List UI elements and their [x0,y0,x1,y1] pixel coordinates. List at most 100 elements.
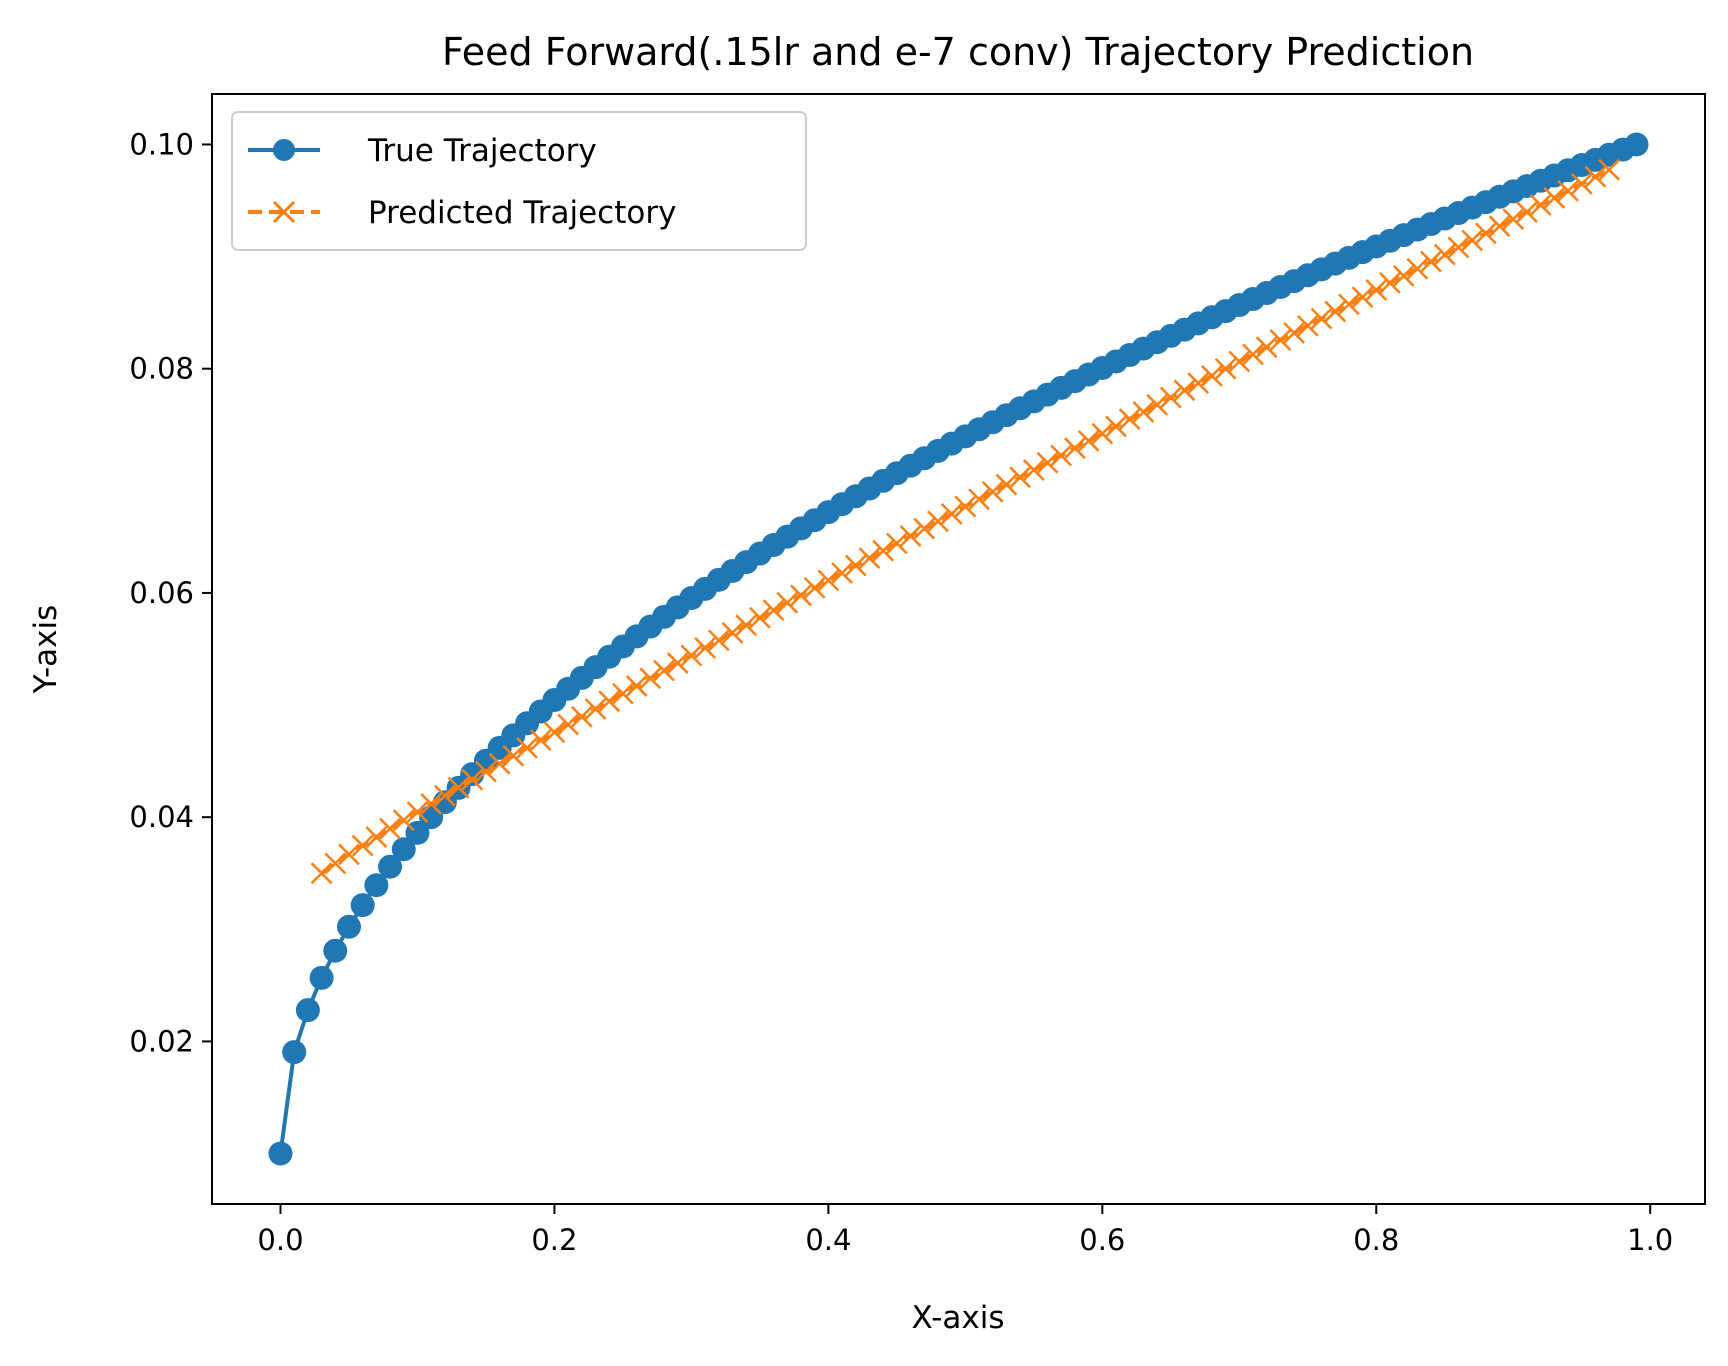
predicted-trajectory-point [379,817,401,840]
true-trajectory-point [323,938,348,963]
predicted-trajectory-point [735,614,758,637]
predicted-trajectory-point [1255,336,1278,359]
predicted-trajectory-point [653,659,675,682]
predicted-trajectory-point [1036,451,1059,474]
predicted-trajectory-point [954,495,977,518]
true-trajectory-point [364,873,389,898]
predicted-trajectory-point [502,744,525,767]
predicted-trajectory-point [557,713,580,736]
predicted-trajectory-line [320,167,1611,875]
predicted-trajectory-point [1557,180,1579,202]
plot-frame [211,93,1706,1205]
predicted-trajectory-point [1310,307,1333,330]
predicted-trajectory-point [570,705,593,728]
series-predicted-trajectory [310,158,1621,885]
predicted-trajectory-point [351,834,374,857]
predicted-trajectory-point [749,606,771,629]
y-tick-label: 0.04 [129,800,194,834]
x-axis-label: X-axis [912,1300,1005,1336]
predicted-trajectory-point [1242,343,1264,366]
predicted-trajectory-point [625,675,648,697]
predicted-trajectory-point [1159,386,1182,409]
predicted-trajectory-point [1433,243,1456,266]
true-trajectory-point [378,854,403,879]
true-trajectory-point [336,914,361,939]
predicted-trajectory-point [365,826,388,848]
predicted-trajectory-point [1379,272,1401,294]
predicted-trajectory-point [598,690,621,713]
predicted-trajectory-point [324,852,347,875]
predicted-trajectory-point [694,637,716,659]
true-trajectory-point [295,998,320,1023]
true-trajectory-point [282,1040,307,1065]
predicted-trajectory-point [844,554,867,577]
predicted-trajectory-point [885,532,908,555]
predicted-trajectory-point [762,599,785,622]
predicted-trajectory-point [1543,187,1566,209]
predicted-trajectory-point [1228,350,1251,373]
predicted-trajectory-point [1269,329,1292,351]
predicted-trajectory-point [639,667,662,690]
predicted-trajectory-point [420,792,443,815]
predicted-trajectory-point [1598,158,1621,181]
predicted-trajectory-point [899,525,922,547]
x-tick-label: 1.0 [1627,1223,1673,1257]
legend-marker-true [273,139,295,161]
y-axis-label: Y-axis [28,605,64,695]
predicted-trajectory-point [666,652,689,674]
predicted-trajectory-point [1201,365,1223,387]
predicted-trajectory-point [1516,201,1538,223]
y-tick-label: 0.10 [129,127,194,161]
predicted-trajectory-point [1570,172,1593,195]
series-true-trajectory [268,132,1649,1166]
y-axis: 0.02 0.04 0.06 0.08 0.10 [129,127,212,1058]
predicted-trajectory-point [488,752,511,775]
predicted-trajectory-point [612,682,634,705]
y-tick-label: 0.06 [129,576,194,610]
predicted-trajectory-point [1529,194,1552,216]
predicted-trajectory-point [310,862,333,885]
x-axis: 0.0 0.2 0.4 0.6 0.8 1.0 [257,1204,1673,1257]
predicted-trajectory-point [1009,466,1032,489]
legend-label-predicted: Predicted Trajectory [368,195,676,231]
predicted-trajectory-point [447,776,470,799]
predicted-trajectory-point [338,843,360,866]
x-tick-label: 0.4 [805,1223,851,1257]
predicted-trajectory-point [707,629,730,652]
predicted-trajectory-point [1022,459,1045,481]
predicted-trajectory-point [461,768,484,791]
predicted-trajectory-point [433,784,456,807]
legend-label-true: True Trajectory [367,133,597,169]
predicted-trajectory-point [1214,357,1237,380]
predicted-trajectory-point [858,547,881,570]
predicted-trajectory-point [1406,257,1429,280]
predicted-trajectory-point [1324,300,1347,323]
predicted-trajectory-point [1077,430,1100,452]
predicted-trajectory-point [1146,393,1168,416]
predicted-trajectory-point [1488,215,1511,238]
predicted-trajectory-point [584,698,607,720]
legend-marker-predicted [272,200,296,224]
predicted-trajectory-point [680,644,703,667]
true-trajectory-point [309,965,334,990]
predicted-trajectory-point [1502,208,1525,231]
predicted-trajectory-point [475,760,497,783]
predicted-trajectory-point [803,576,826,599]
predicted-trajectory-point [516,737,538,759]
predicted-trajectory-point [1132,401,1155,423]
predicted-trajectory-point [1474,222,1497,245]
x-tick-label: 0.0 [257,1223,303,1257]
predicted-trajectory-point [1392,264,1415,287]
true-trajectory-point [350,893,375,918]
predicted-trajectory-point [981,481,1004,503]
predicted-trajectory-point [1461,229,1484,252]
y-tick-label: 0.02 [129,1024,194,1058]
predicted-trajectory-point [1283,321,1305,344]
plot-area [268,132,1649,1166]
predicted-trajectory-point [776,591,799,614]
predicted-trajectory-point [968,488,990,511]
x-tick-label: 0.8 [1353,1223,1399,1257]
legend: True Trajectory Predicted Trajectory [231,111,807,251]
predicted-trajectory-point [529,729,552,751]
predicted-trajectory-point [1296,314,1319,337]
